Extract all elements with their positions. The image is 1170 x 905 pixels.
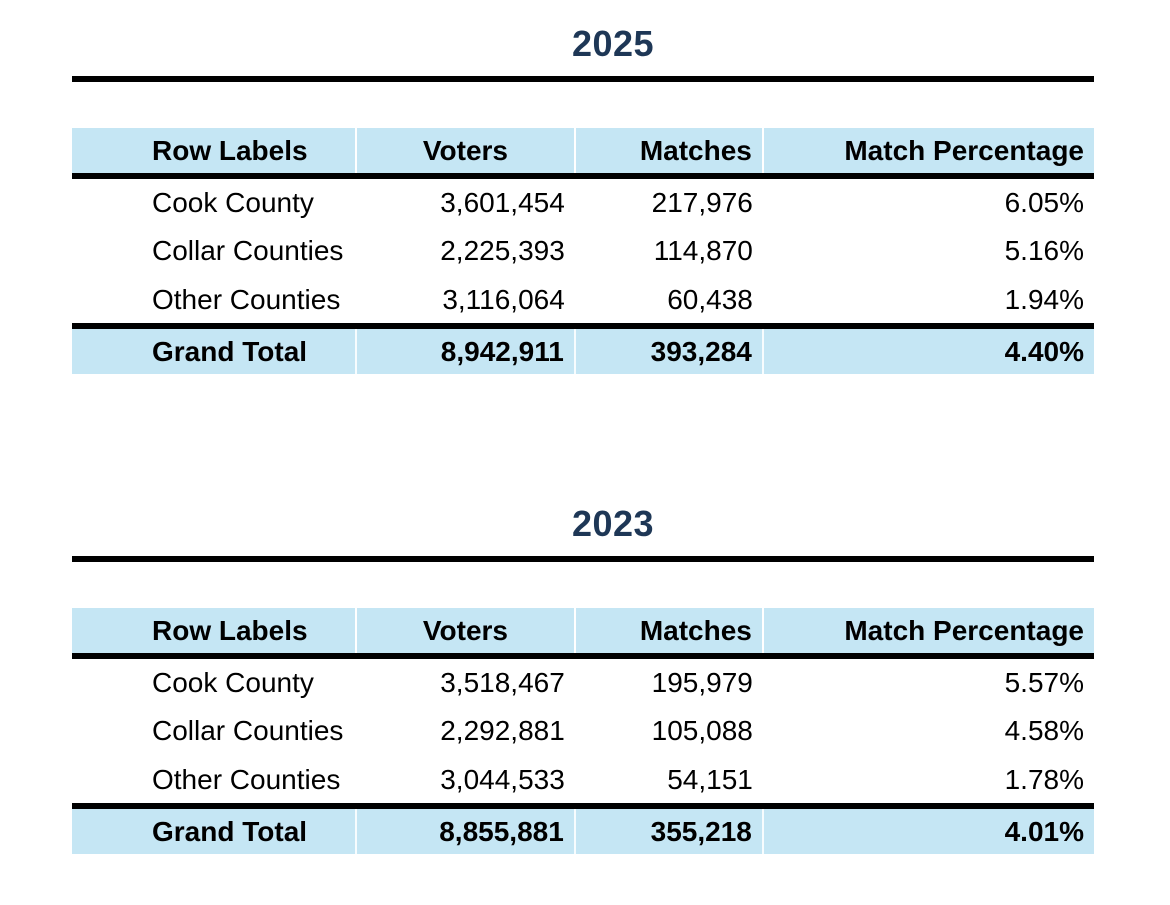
grand-total-match-pct: 4.01% <box>762 803 1094 854</box>
voters-cell: 3,601,454 <box>440 186 565 218</box>
table-section-2025: 2025 Row Labels Voters Matches Match Per… <box>72 20 1094 374</box>
row-label-cell: Other Counties <box>152 283 341 315</box>
row-label-cell: Collar Counties <box>152 235 344 266</box>
grand-total-label-cell: Grand Total <box>72 323 358 374</box>
grand-total-matches: 355,218 <box>574 803 764 854</box>
row-label-cell: Cook County <box>152 666 314 698</box>
title-rule <box>72 556 1094 562</box>
match-pct-cell: 6.05% <box>1004 186 1084 218</box>
table-row: Collar Counties 2,225,393 114,870 5.16% <box>72 226 1094 276</box>
voters-cell: 2,292,881 <box>440 715 565 746</box>
matches-cell: 114,870 <box>653 235 753 266</box>
grand-total-row: Grand Total 8,942,911 393,284 4.40% <box>72 323 1094 374</box>
match-pct-cell: 1.78% <box>1004 763 1084 795</box>
grand-total-voters: 8,855,881 <box>356 803 576 854</box>
voters-cell: 3,044,533 <box>440 763 565 795</box>
column-header-voters: Voters <box>356 128 576 179</box>
row-label-cell: Other Counties <box>152 763 341 795</box>
column-header-matches: Matches <box>574 128 764 179</box>
table-row: Cook County 3,601,454 217,976 6.05% <box>72 176 1094 226</box>
table-row: Other Counties 3,116,064 60,438 1.94% <box>72 276 1094 326</box>
title-rule <box>72 76 1094 82</box>
column-header-row-labels: Row Labels <box>72 128 358 179</box>
table-section-2023: 2023 Row Labels Voters Matches Match Per… <box>72 500 1094 854</box>
column-header-matches: Matches <box>574 608 764 659</box>
matches-cell: 105,088 <box>651 715 753 746</box>
grand-total-label-cell: Grand Total <box>72 803 358 854</box>
voters-cell: 3,116,064 <box>442 283 565 315</box>
row-label-cell: Collar Counties <box>152 715 344 746</box>
header-row: Row Labels Voters Matches Match Percenta… <box>72 608 1094 659</box>
results-table-2025: Row Labels Voters Matches Match Percenta… <box>72 128 1094 374</box>
table-row: Other Counties 3,044,533 54,151 1.78% <box>72 756 1094 806</box>
column-header-row-labels: Row Labels <box>72 608 358 659</box>
year-title: 2025 <box>571 23 655 64</box>
matches-cell: 54,151 <box>667 763 753 795</box>
grand-total-row: Grand Total 8,855,881 355,218 4.01% <box>72 803 1094 854</box>
matches-cell: 217,976 <box>651 186 753 218</box>
voters-cell: 3,518,467 <box>440 666 565 698</box>
match-pct-cell: 5.57% <box>1004 666 1084 698</box>
table-row: Cook County 3,518,467 195,979 5.57% <box>72 656 1094 706</box>
column-header-match-percentage: Match Percentage <box>762 128 1094 179</box>
grand-total-voters: 8,942,911 <box>356 323 576 374</box>
voters-cell: 2,225,393 <box>440 235 565 266</box>
match-pct-cell: 5.16% <box>1004 235 1084 266</box>
grand-total-match-pct: 4.40% <box>762 323 1094 374</box>
grand-total-matches: 393,284 <box>574 323 764 374</box>
header-row: Row Labels Voters Matches Match Percenta… <box>72 128 1094 179</box>
column-header-match-percentage: Match Percentage <box>762 608 1094 659</box>
match-pct-cell: 1.94% <box>1004 283 1084 315</box>
match-pct-cell: 4.58% <box>1004 715 1084 746</box>
table-row: Collar Counties 2,292,881 105,088 4.58% <box>72 706 1094 756</box>
matches-cell: 60,438 <box>667 283 753 315</box>
results-table-2023: Row Labels Voters Matches Match Percenta… <box>72 608 1094 854</box>
row-label-cell: Cook County <box>152 186 314 218</box>
column-header-voters: Voters <box>356 608 576 659</box>
matches-cell: 195,979 <box>651 666 753 698</box>
year-title: 2023 <box>571 503 655 544</box>
